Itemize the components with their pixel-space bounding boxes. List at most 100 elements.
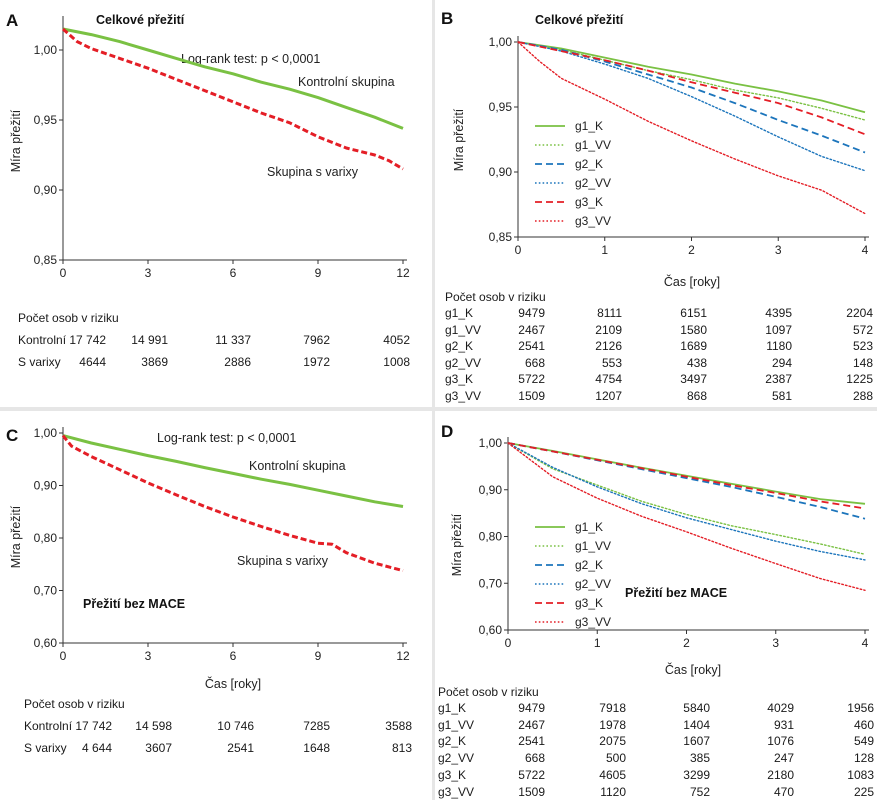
risk-table-c: Počet osob v riziku Kontrolní 17 742 14 59…: [24, 696, 424, 766]
risk-row-label: S varixy: [24, 741, 67, 755]
y-axis-label: Míra přežití: [9, 109, 23, 172]
x-tick-label: 3: [145, 649, 152, 663]
risk-cell: 1008: [383, 355, 410, 369]
risk-table-row: g2_K 2541 2126 1689 1180 523: [445, 338, 877, 355]
risk-row-label: g2_K: [438, 734, 467, 749]
risk-cell: 3869: [141, 355, 168, 369]
risk-table-title: Počet osob v riziku: [24, 697, 125, 711]
risk-cell: 4754: [595, 372, 622, 386]
risk-cell: 813: [391, 741, 412, 755]
legend-entry: g1_VV: [575, 138, 611, 152]
risk-row-label: g3_VV: [445, 388, 482, 403]
legend-entry: g3_VV: [575, 214, 611, 228]
risk-cell: 2541: [227, 741, 254, 755]
risk-cell: 1956: [847, 701, 874, 715]
y-tick-label: 0,60: [479, 623, 503, 637]
risk-cell: 1207: [595, 388, 622, 403]
risk-cell: 7918: [599, 701, 626, 715]
risk-cell: 14 598: [135, 719, 172, 733]
x-tick-label: 0: [60, 266, 67, 280]
risk-cell: 438: [686, 355, 707, 370]
legend-entry: g2_VV: [575, 176, 611, 190]
risk-cell: 1404: [683, 717, 710, 732]
risk-table-row: Kontrolní 17 742 14 991 11 337 7962 4052: [18, 332, 418, 349]
panel-d: D Přežití bez MACE 0,60 0,70 0,80 0,90 1,00 0 1 2…: [435, 411, 877, 800]
risk-cell: 4644: [79, 355, 106, 369]
risk-table-title: Počet osob v riziku: [438, 685, 539, 699]
x-tick-label: 0: [505, 636, 512, 650]
x-tick-label: 3: [775, 243, 782, 257]
risk-cell: 668: [524, 355, 545, 370]
risk-cell: 1509: [518, 388, 545, 403]
series-line-g1-k: [517, 41, 866, 114]
risk-row-label: g3_VV: [438, 784, 475, 799]
risk-cell: 752: [689, 784, 710, 799]
risk-table-row: g3_VV 1509 1120 752 470 225: [438, 784, 874, 800]
risk-cell: 2204: [846, 306, 873, 320]
legend-entry: g1_VV: [575, 539, 611, 553]
risk-cell: 931: [773, 717, 794, 732]
risk-row-label: g3_K: [445, 372, 474, 386]
risk-table-d: Počet osob v riziku g1_K 9479 7918 5840 4029 1…: [438, 684, 874, 800]
series-line-g3-vv: [507, 442, 866, 592]
risk-cell: 4605: [599, 767, 626, 782]
risk-cell: 4 644: [81, 741, 112, 755]
x-tick-label: 2: [688, 243, 695, 257]
risk-table-row: g2_VV 668 553 438 294 148: [445, 355, 877, 372]
risk-cell: 1097: [765, 322, 792, 337]
risk-row-label: g1_VV: [445, 322, 482, 337]
series-line-skupina-s-varixy: [62, 27, 404, 171]
panel-b: B Celkové přežití 0,85 0,90 0,95 1,00 0 1 2 3 4 Čas…: [435, 0, 877, 407]
y-tick-label: 0,85: [489, 230, 513, 244]
risk-cell: 1972: [303, 355, 330, 369]
risk-table-row: S varixy 4644 3869 2886 1972 1008: [18, 354, 418, 371]
risk-cell: 1083: [847, 767, 874, 782]
risk-row-label: g3_K: [438, 767, 467, 782]
y-tick-label: 0,70: [34, 584, 58, 598]
x-tick-label: 12: [396, 649, 410, 663]
risk-cell: 8111: [597, 306, 622, 320]
y-tick-label: 0,95: [489, 100, 513, 114]
y-tick-label: 0,90: [34, 183, 58, 197]
series-line-g1-vv: [507, 442, 866, 556]
legend-entry: g1_K: [575, 119, 603, 133]
y-tick-label: 0,70: [479, 576, 503, 590]
risk-cell: 2467: [518, 322, 545, 337]
risk-cell: 1120: [600, 784, 626, 799]
risk-cell: 11 337: [215, 333, 251, 347]
legend-entry: g3_K: [575, 596, 603, 610]
risk-row-label: g1_K: [445, 306, 474, 320]
x-tick-label: 6: [230, 266, 237, 280]
risk-cell: 5722: [518, 767, 545, 782]
x-axis-label: Čas [roky]: [664, 274, 720, 289]
series-line-g3-k: [517, 41, 866, 136]
y-tick-label: 0,85: [34, 253, 58, 267]
risk-cell: 225: [853, 784, 874, 799]
chart-title: Celkové přežití: [96, 13, 185, 27]
chart-b: B Celkové přežití 0,85 0,90 0,95 1,00 0 1 2 3 4 Čas…: [441, 9, 869, 289]
panel-letter: A: [6, 11, 18, 30]
risk-table-b: Počet osob v riziku g1_K 9479 8111 6151 4395 2…: [445, 289, 877, 407]
chart-d: D Přežití bez MACE 0,60 0,70 0,80 0,90 1,00 0 1 2…: [441, 422, 869, 677]
chart-title: Celkové přežití: [535, 13, 624, 27]
series-line-g3-vv: [517, 41, 866, 215]
y-tick-label: 1,00: [34, 43, 58, 57]
risk-cell: 1225: [846, 372, 873, 386]
series-line-g3-k: [507, 442, 866, 510]
risk-cell: 6151: [680, 306, 707, 320]
risk-cell: 14 991: [131, 333, 168, 347]
risk-cell: 553: [601, 355, 622, 370]
risk-row-label: S varixy: [18, 355, 61, 369]
panel-c: C Přežití bez MACE 0,60 0,70 0,80 0,90 1,00 0 3 6…: [0, 411, 432, 800]
y-tick-label: 0,80: [479, 530, 503, 544]
risk-cell: 2886: [224, 355, 251, 369]
x-axis-label: Čas [roky]: [665, 662, 721, 677]
risk-cell: 500: [605, 751, 626, 766]
risk-cell: 2541: [518, 339, 545, 353]
risk-cell: 572: [852, 322, 873, 337]
log-rank-annotation: Log-rank test: p < 0,0001: [181, 52, 320, 66]
risk-row-label: g1_VV: [438, 717, 475, 732]
y-tick-label: 1,00: [489, 35, 513, 49]
axes: [59, 427, 407, 647]
